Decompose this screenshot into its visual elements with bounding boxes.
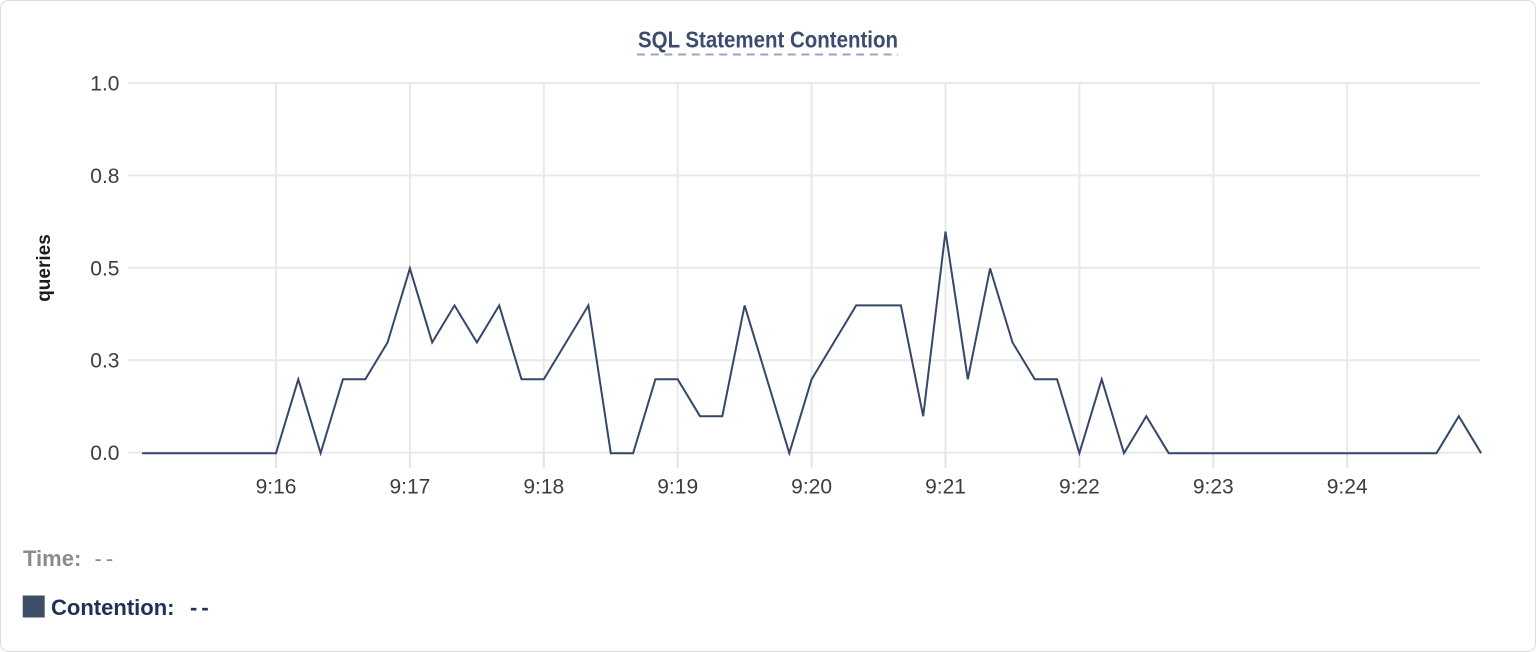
svg-text:9:23: 9:23 (1193, 476, 1234, 499)
svg-text:queries: queries (34, 234, 55, 302)
svg-text:0.5: 0.5 (90, 257, 119, 280)
svg-text:0.3: 0.3 (90, 350, 119, 373)
svg-text:9:16: 9:16 (256, 476, 297, 499)
svg-text:SQL Statement Contention: SQL Statement Contention (638, 27, 898, 53)
svg-text:9:17: 9:17 (389, 476, 430, 499)
svg-text:9:20: 9:20 (791, 476, 832, 499)
svg-text:Contention:: Contention: (51, 595, 175, 620)
svg-text:--: -- (190, 595, 213, 620)
svg-text:9:24: 9:24 (1327, 476, 1368, 499)
svg-text:9:19: 9:19 (657, 476, 698, 499)
svg-text:9:22: 9:22 (1059, 476, 1100, 499)
svg-text:Time:: Time: (23, 546, 81, 571)
svg-text:--: -- (95, 546, 118, 571)
svg-text:9:21: 9:21 (925, 476, 966, 499)
svg-text:0.8: 0.8 (90, 165, 119, 188)
svg-text:9:18: 9:18 (523, 476, 564, 499)
svg-text:1.0: 1.0 (90, 73, 119, 96)
svg-text:0.0: 0.0 (90, 442, 119, 465)
